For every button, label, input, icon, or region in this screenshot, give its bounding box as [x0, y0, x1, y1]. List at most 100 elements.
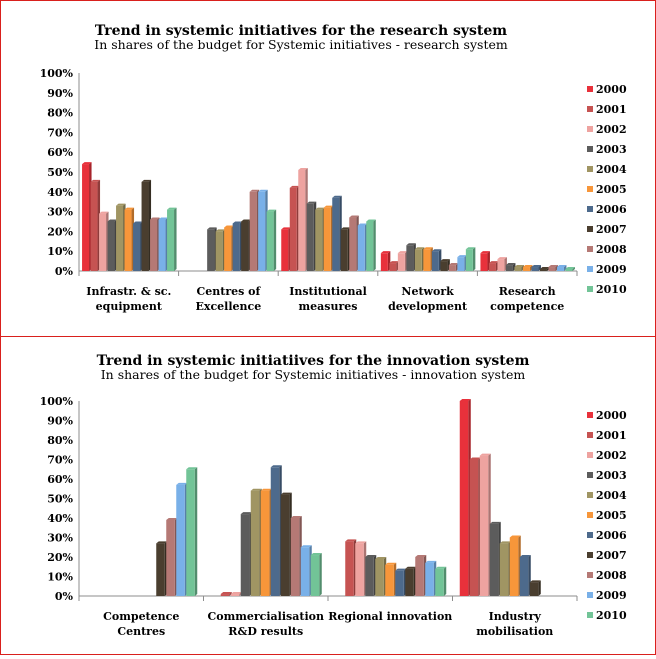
bar-top: [249, 189, 260, 192]
bar-top: [315, 207, 325, 210]
bar: [133, 223, 141, 271]
bar-top: [340, 227, 351, 230]
legend-swatch: [587, 472, 593, 478]
x-category-label: Competence: [103, 610, 179, 623]
bar: [440, 261, 448, 271]
bar: [270, 467, 280, 596]
legend-swatch: [587, 206, 593, 212]
bar: [298, 170, 306, 271]
x-category-label: Regional innovation: [328, 610, 452, 623]
bar: [250, 490, 260, 596]
bar: [158, 219, 166, 271]
bar-top: [469, 457, 481, 460]
bar-top: [395, 568, 407, 571]
bar-side: [273, 209, 277, 271]
chart-title: Trend in systemic initiatiives for the i…: [97, 353, 530, 369]
bar-top: [176, 482, 188, 485]
bar-side: [538, 265, 541, 271]
bar-top: [465, 247, 476, 250]
bar: [514, 267, 522, 271]
chart-subtitle: In shares of the budget for Systemic ini…: [94, 37, 508, 52]
y-tick-label: 80%: [47, 434, 73, 447]
bar-side: [319, 553, 322, 596]
bar-top: [499, 541, 511, 544]
bar: [355, 543, 364, 596]
bar-side: [521, 265, 524, 271]
bar: [186, 469, 195, 596]
legend-label: 2004: [596, 163, 627, 176]
legend-label: 2003: [596, 143, 627, 156]
legend-label: 2007: [596, 223, 627, 236]
bar: [224, 227, 232, 271]
bar: [230, 594, 240, 596]
y-tick-label: 80%: [47, 107, 73, 120]
bar: [357, 225, 365, 271]
x-category-label: R&D results: [228, 625, 303, 638]
bar-top: [539, 267, 550, 270]
bar-top: [435, 566, 447, 569]
bar-top: [522, 265, 533, 268]
bar: [415, 557, 424, 596]
legend-label: 2002: [596, 449, 627, 462]
bar-top: [230, 592, 242, 595]
bar-top: [505, 263, 516, 266]
bar: [448, 265, 456, 271]
bar: [395, 570, 404, 596]
legend-swatch: [587, 146, 593, 152]
y-tick-label: 50%: [47, 493, 73, 506]
bar-top: [423, 247, 433, 250]
bar-top: [141, 179, 152, 182]
legend-label: 2008: [596, 243, 627, 256]
legend-label: 2010: [596, 283, 627, 296]
bar: [556, 267, 564, 271]
bar-side: [194, 467, 198, 596]
bar: [141, 181, 149, 271]
bar: [519, 557, 529, 596]
legend-swatch: [587, 246, 593, 252]
bar: [241, 221, 249, 271]
bar: [167, 209, 175, 271]
bar-top: [289, 185, 300, 188]
bar-top: [565, 267, 575, 270]
legend-swatch: [587, 432, 593, 438]
bar: [479, 455, 489, 596]
bar: [414, 249, 422, 271]
bar-top: [116, 203, 126, 206]
bar-side: [373, 219, 376, 271]
bar-top: [380, 251, 391, 254]
bar: [539, 269, 547, 271]
bar: [469, 459, 479, 596]
bar-top: [556, 265, 567, 268]
bar-top: [260, 488, 272, 491]
bar-top: [266, 209, 277, 212]
bar-top: [281, 227, 291, 230]
legend-swatch: [587, 572, 593, 578]
y-tick-label: 30%: [47, 532, 73, 545]
legend-label: 2005: [596, 509, 627, 522]
bar-top: [298, 168, 308, 171]
bar: [258, 191, 266, 271]
bar-top: [406, 243, 416, 246]
bar-side: [443, 566, 447, 596]
bar-side: [538, 580, 541, 596]
x-category-label: Research: [499, 285, 556, 298]
bar-top: [514, 265, 524, 268]
bar-top: [82, 162, 92, 165]
bar-top: [250, 488, 262, 491]
bar-top: [397, 251, 408, 254]
bar: [260, 490, 270, 596]
y-tick-label: 90%: [47, 415, 73, 428]
bar: [522, 267, 530, 271]
bar: [349, 217, 357, 271]
bar: [509, 537, 519, 596]
chart-title: Trend in systemic initiatives for the re…: [95, 23, 507, 39]
bar-top: [405, 566, 417, 569]
bar: [306, 203, 314, 271]
bar: [423, 249, 431, 271]
innovation-system-panel: Trend in systemic initiatiives for the i…: [0, 336, 656, 655]
bar: [176, 484, 185, 596]
y-tick-label: 30%: [47, 206, 73, 219]
bar: [232, 223, 240, 271]
bar-top: [431, 249, 442, 252]
bar: [505, 265, 513, 271]
